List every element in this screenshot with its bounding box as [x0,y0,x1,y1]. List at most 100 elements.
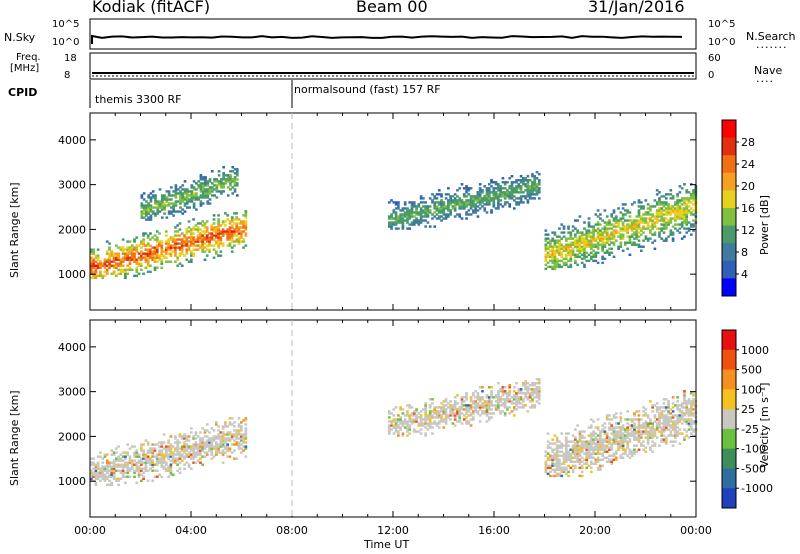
data-cell [242,238,245,241]
data-cell [499,410,502,413]
data-cell [219,435,223,438]
data-cell [117,258,120,261]
data-cell [537,189,541,192]
data-cell [465,213,468,216]
data-cell [196,236,200,239]
data-cell [503,195,507,198]
data-cell [128,459,132,462]
data-cell [594,251,598,254]
data-cell [176,451,180,454]
data-cell [596,418,600,421]
data-cell [239,421,243,424]
data-cell [571,450,575,453]
data-cell [140,194,144,197]
data-cell [567,432,570,435]
data-cell [637,235,641,238]
data-cell [169,453,173,456]
data-cell [544,460,548,464]
data-cell [546,245,550,248]
data-cell [633,452,636,455]
data-cell [406,430,409,433]
data-cell [637,426,641,429]
data-cell [633,438,636,441]
data-cell [403,414,407,417]
data-cell [437,416,441,419]
data-cell [112,475,116,478]
data-cell [99,479,102,483]
data-cell [149,208,153,211]
y-tick-label: 3000 [58,386,86,399]
data-cell [195,196,198,199]
data-cell [160,216,164,219]
data-cell [685,209,689,212]
data-cell [224,423,227,426]
data-cell [478,199,482,202]
data-cell [419,432,423,435]
data-cell [153,447,157,450]
data-cell [390,221,393,224]
data-cell [403,207,407,210]
data-cell [562,456,566,459]
data-cell [124,455,127,458]
data-cell [453,193,457,196]
data-cell [683,183,686,186]
data-cell [444,414,448,417]
data-cell [160,258,164,261]
data-cell [174,240,177,243]
data-cell [499,191,502,194]
data-cell [564,442,568,445]
data-cell [633,436,636,439]
data-cell [644,450,648,453]
data-cell [580,249,584,252]
data-cell [472,402,475,405]
data-cell [671,217,675,220]
data-cell [465,422,468,425]
data-cell [424,406,427,409]
data-cell [410,209,414,212]
data-cell [139,262,143,265]
data-cell [637,424,641,427]
data-cell [164,246,168,249]
data-cell [526,382,530,385]
data-cell [194,443,198,446]
data-cell [546,446,550,449]
data-cell [435,217,439,220]
data-cell [135,262,139,265]
data-cell [185,198,189,201]
data-cell [183,467,186,470]
data-cell [213,180,216,183]
data-cell [183,437,186,440]
data-cell [481,197,484,200]
data-cell [190,200,194,203]
data-cell [553,257,557,261]
data-cell [94,266,98,269]
data-cell [669,193,673,196]
data-cell [624,225,627,228]
data-cell [408,428,412,431]
data-cell [458,418,462,421]
data-cell [596,233,600,236]
data-cell [440,402,443,405]
data-cell [242,240,245,243]
data-cell [215,184,219,187]
data-cell [437,422,441,425]
data-cell [217,174,221,177]
data-cell [512,396,516,399]
data-cell [510,183,514,186]
data-cell [683,203,686,206]
data-cell [583,251,586,254]
data-cell [555,265,559,269]
data-cell [222,182,225,185]
data-cell [117,465,120,468]
data-cell [551,458,554,461]
data-cell [546,444,550,447]
data-cell [567,456,570,459]
data-cell [549,243,552,246]
data-cell [580,436,584,439]
data-cell [235,441,239,444]
data-cell [596,241,600,244]
data-cell [444,410,448,413]
data-cell [515,203,518,206]
data-cell [492,187,496,190]
